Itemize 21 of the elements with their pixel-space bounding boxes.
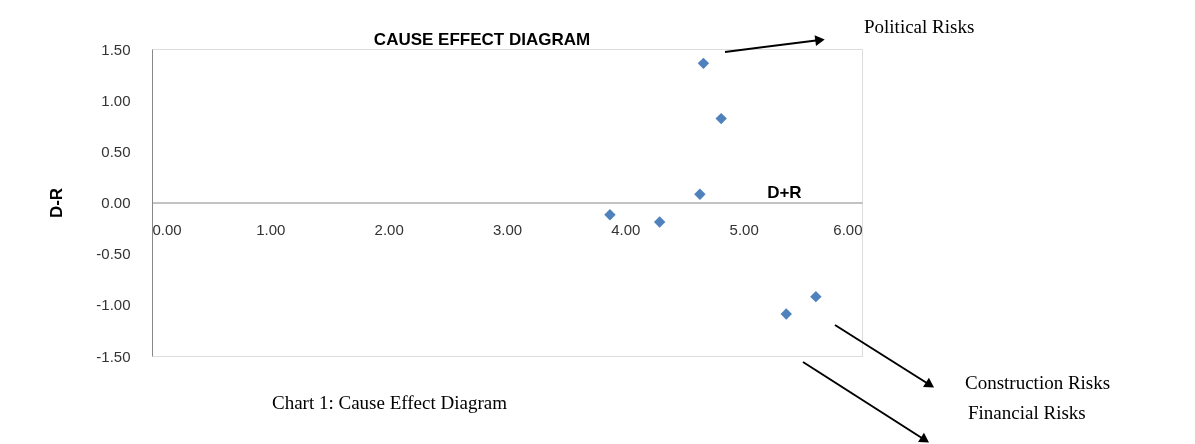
y-tick-label: -1.00: [96, 296, 131, 314]
x-tick-label: 1.00: [256, 221, 286, 238]
caption: Chart 1: Cause Effect Diagram: [272, 392, 508, 413]
text: Construction Risks: [965, 372, 1111, 393]
y-tick-label: 1.50: [101, 40, 131, 58]
y-tick-label: 0.00: [101, 194, 131, 211]
x-tick-label: 0.00: [152, 221, 182, 238]
text: Financial Risks: [968, 402, 1086, 423]
x-axis-title: D+R: [767, 183, 802, 202]
x-tick-label: 4.00: [611, 221, 641, 238]
y-tick-label: -0.50: [96, 245, 131, 263]
y-axis-title: D-R: [47, 187, 67, 219]
text: Political Risks: [864, 16, 975, 37]
x-tick-label: 2.00: [374, 221, 404, 238]
x-tick-label: 5.00: [729, 221, 759, 238]
y-tick-label: -1.50: [96, 347, 131, 365]
y-tick-label: 1.00: [101, 91, 131, 109]
x-tick-label: 3.00: [492, 221, 523, 238]
x-tick-label: 6.00: [833, 221, 863, 238]
y-tick-label: 0.50: [101, 142, 131, 160]
chart-title: CAUSE EFFECT DIAGRAM: [373, 30, 591, 49]
